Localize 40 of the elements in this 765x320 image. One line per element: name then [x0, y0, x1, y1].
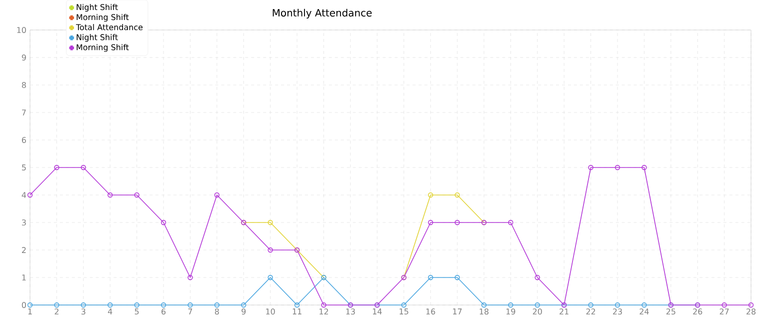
point	[588, 164, 594, 170]
point	[160, 220, 166, 226]
point	[321, 302, 326, 308]
point	[534, 274, 540, 280]
point	[722, 302, 727, 308]
point	[188, 274, 193, 280]
point	[80, 302, 86, 308]
point	[428, 274, 434, 280]
point	[134, 302, 140, 308]
point	[268, 247, 273, 253]
chart-title: Monthly Attendance	[272, 8, 372, 19]
point	[614, 302, 620, 308]
point	[481, 302, 487, 308]
point	[108, 302, 113, 308]
point	[534, 302, 540, 308]
point	[108, 192, 113, 198]
point	[134, 192, 140, 198]
point	[188, 302, 193, 308]
point	[268, 274, 273, 280]
point	[294, 302, 300, 308]
point	[508, 302, 514, 308]
point	[454, 192, 460, 198]
point	[214, 302, 220, 308]
point	[642, 302, 647, 308]
point	[614, 164, 620, 170]
point	[428, 220, 434, 226]
point	[54, 302, 60, 308]
point	[642, 164, 647, 170]
point	[588, 302, 594, 308]
point	[80, 164, 86, 170]
point	[508, 220, 514, 226]
point	[454, 274, 460, 280]
point	[428, 192, 434, 198]
point	[214, 192, 220, 198]
point	[268, 220, 273, 226]
point	[160, 302, 166, 308]
point	[241, 302, 246, 308]
point	[401, 302, 406, 308]
point	[54, 164, 60, 170]
point	[454, 220, 460, 226]
